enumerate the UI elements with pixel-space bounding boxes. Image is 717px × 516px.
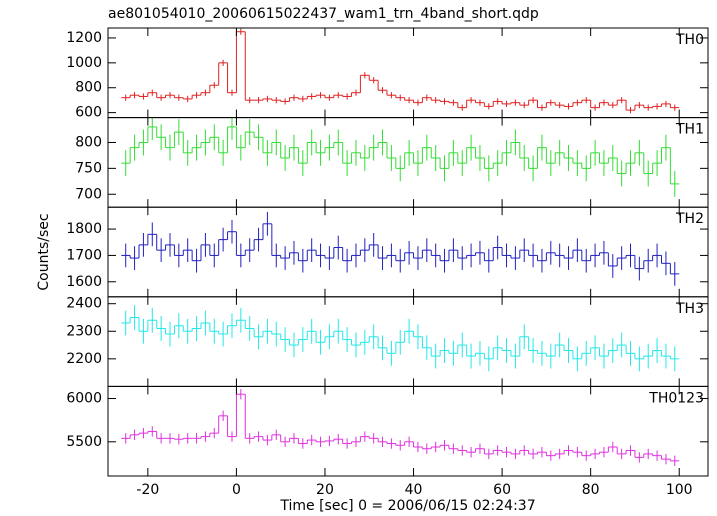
y-tick-label: 2400 <box>66 296 102 312</box>
y-tick-label: 1200 <box>66 30 102 46</box>
x-tick-label: 40 <box>405 482 423 498</box>
x-tick-label: 80 <box>582 482 600 498</box>
y-tick-label: 800 <box>75 134 102 150</box>
panel-label: TH0123 <box>648 390 704 406</box>
y-axis-label: Counts/sec <box>36 213 52 290</box>
y-tick-label: 1800 <box>66 221 102 237</box>
y-tick-label: 2200 <box>66 351 102 367</box>
y-tick-label: 800 <box>75 80 102 96</box>
panel-label: TH0 <box>675 32 704 48</box>
y-tick-label: 750 <box>75 160 102 176</box>
y-tick-label: 1600 <box>66 274 102 290</box>
panel-frame <box>107 117 709 208</box>
x-tick-label: -20 <box>136 482 159 498</box>
panel-label: TH1 <box>675 122 704 138</box>
y-tick-label: 5500 <box>66 434 102 450</box>
y-tick-label: 2300 <box>66 323 102 339</box>
y-tick-label: 700 <box>75 186 102 202</box>
panel-frame <box>107 27 709 119</box>
x-axis-label: Time [sec] 0 = 2006/06/15 02:24:37 <box>279 498 535 514</box>
y-tick-label: 1700 <box>66 247 102 263</box>
panel-frame <box>107 206 709 298</box>
panel-label: TH2 <box>675 211 704 227</box>
y-tick-label: 1000 <box>66 55 102 71</box>
panel-frame <box>107 385 709 477</box>
x-tick-label: 20 <box>316 482 334 498</box>
y-tick-label: 6000 <box>66 391 102 407</box>
panel-frame <box>107 296 709 387</box>
panel-label: TH3 <box>675 301 704 317</box>
x-tick-label: 100 <box>666 482 693 498</box>
y-tick-label: 600 <box>75 105 102 121</box>
chart-title: ae801054010_20060615022437_wam1_trn_4ban… <box>108 6 539 22</box>
x-tick-label: 60 <box>493 482 511 498</box>
x-tick-label: 0 <box>232 482 241 498</box>
